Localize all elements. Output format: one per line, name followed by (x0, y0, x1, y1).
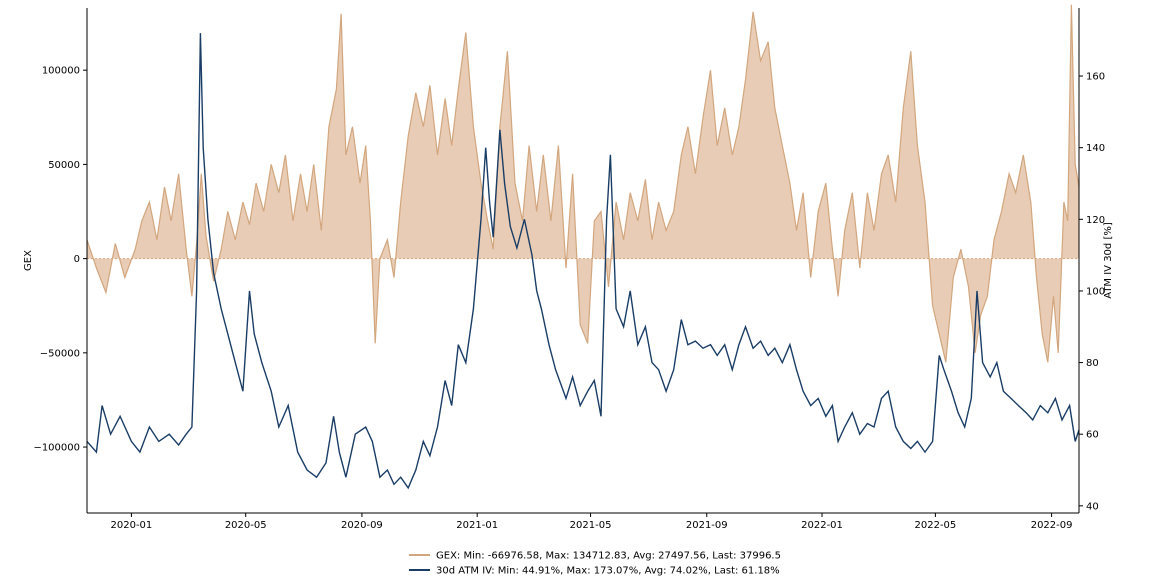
gex-fill-area (87, 5, 1079, 363)
x-tick-label: 2022-09 (1031, 520, 1073, 531)
x-tick-label: 2021-09 (686, 520, 728, 531)
y-left-tick-label: 100000 (42, 66, 80, 77)
y-right-tick-label: 40 (1086, 501, 1099, 512)
y-axis-title-right: ATM IV 30d [%] (1103, 222, 1114, 299)
x-tick-label: 2020-01 (111, 520, 153, 531)
y-right-tick-label: 160 (1086, 72, 1105, 83)
chart: 100000500000−50000−100000160140120100806… (0, 0, 1152, 585)
y-right-tick-label: 80 (1086, 358, 1099, 369)
gex-series (87, 5, 1079, 363)
x-tick-label: 2020-09 (341, 520, 383, 531)
x-tick-label: 2022-01 (801, 520, 843, 531)
y-right-tick-label: 140 (1086, 143, 1105, 154)
y-axis-title-left: GEX (23, 250, 34, 271)
x-tick-label: 2021-05 (570, 520, 612, 531)
y-left-tick-label: 50000 (48, 160, 80, 171)
x-tick-label: 2020-05 (225, 520, 267, 531)
x-tick-label: 2022-05 (914, 520, 956, 531)
y-left-tick-label: 0 (74, 254, 80, 265)
legend-label-iv: 30d ATM IV: Min: 44.91%, Max: 173.07%, A… (436, 566, 780, 577)
x-tick-label: 2021-01 (456, 520, 498, 531)
y-right-tick-label: 60 (1086, 430, 1099, 441)
legend-label-gex: GEX: Min: -66976.58, Max: 134712.83, Avg… (436, 551, 781, 562)
legend: GEX: Min: -66976.58, Max: 134712.83, Avg… (409, 551, 781, 577)
y-left-tick-label: −100000 (33, 443, 80, 454)
y-left-tick-label: −50000 (40, 348, 80, 359)
